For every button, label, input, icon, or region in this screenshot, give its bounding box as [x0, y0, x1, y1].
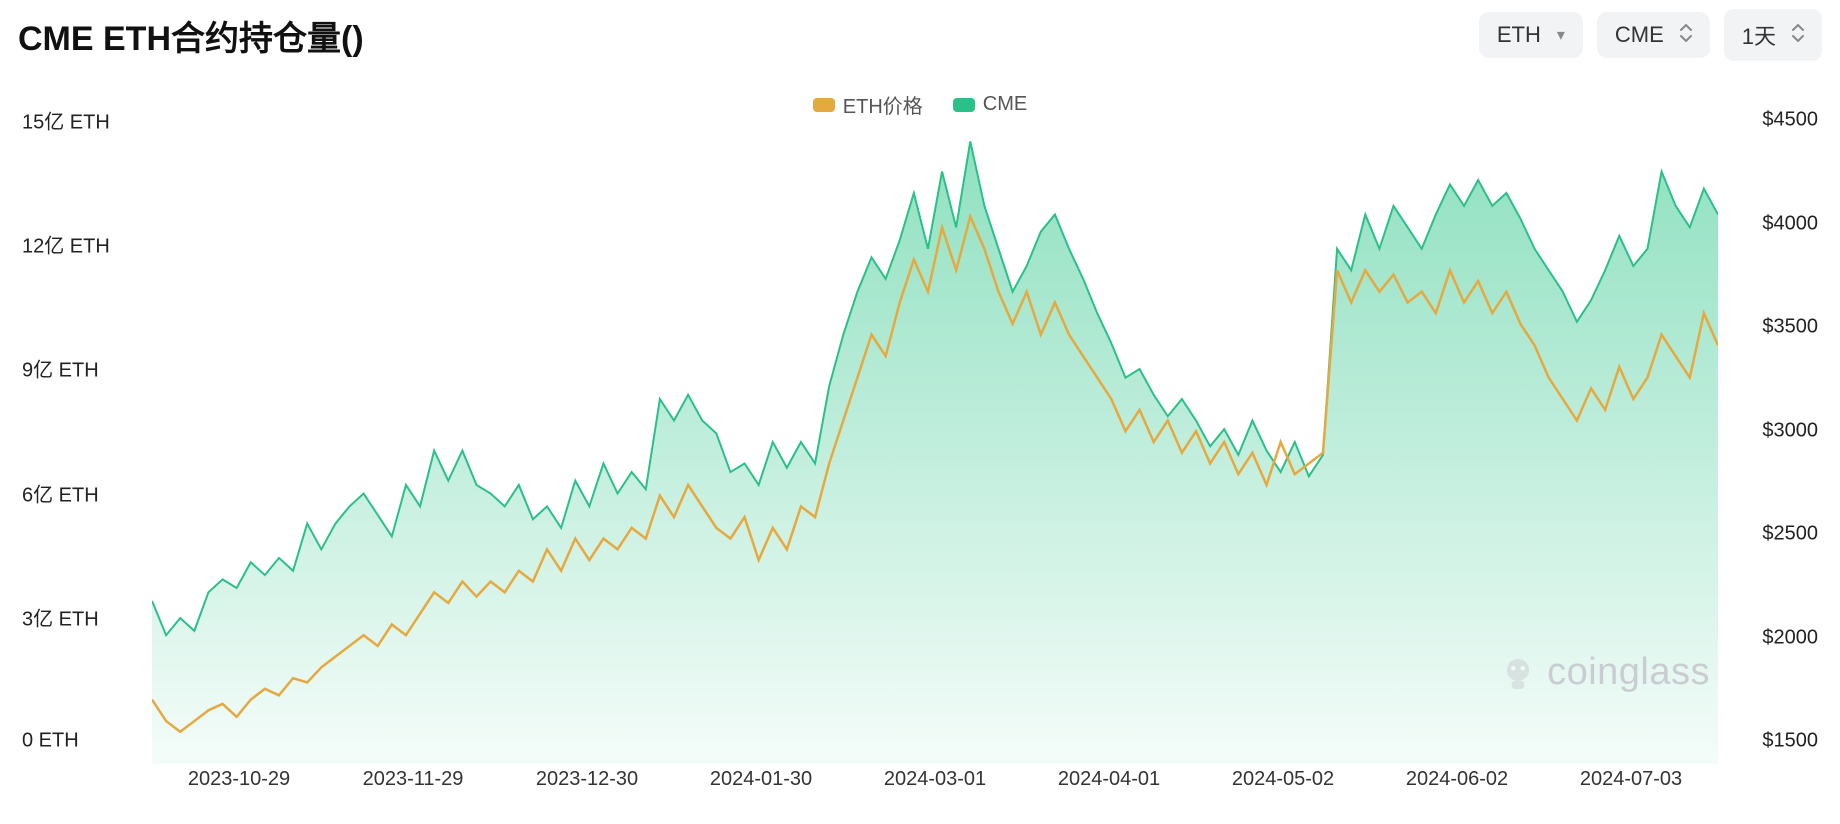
- y-right-tick: $2000: [1728, 626, 1818, 649]
- y-left-tick: 9亿 ETH: [22, 354, 137, 383]
- x-tick: 2024-05-02: [1196, 768, 1370, 804]
- cme-area: [152, 141, 1718, 764]
- controls: ETH ▾ CME 1天: [1479, 9, 1822, 61]
- y-axis-right: $4500$4000$3500$3000$2500$2000$1500: [1728, 120, 1818, 764]
- x-tick: 2023-11-29: [326, 768, 500, 804]
- chevron-down-icon: ▾: [1557, 25, 1565, 45]
- legend-swatch-oi: [953, 98, 975, 112]
- exchange-dropdown-value: CME: [1615, 22, 1664, 48]
- x-tick: 2024-03-01: [848, 768, 1022, 804]
- asset-dropdown-value: ETH: [1497, 22, 1541, 48]
- page-title: CME ETH合约持仓量(): [18, 11, 364, 60]
- watermark: coinglass: [1499, 651, 1710, 694]
- watermark-text: coinglass: [1547, 651, 1710, 694]
- chart: 15亿 ETH12亿 ETH9亿 ETH6亿 ETH3亿 ETH0 ETH $4…: [22, 120, 1818, 804]
- y-left-tick: 3亿 ETH: [22, 602, 137, 631]
- exchange-dropdown[interactable]: CME: [1597, 12, 1710, 58]
- y-right-tick: $3000: [1728, 419, 1818, 442]
- plot-area: [152, 120, 1718, 764]
- timeframe-dropdown-value: 1天: [1742, 19, 1776, 51]
- updown-icon: [1792, 24, 1804, 47]
- chart-svg: [152, 120, 1718, 764]
- updown-icon: [1680, 24, 1692, 47]
- legend-label-price: ETH价格: [843, 90, 923, 119]
- x-tick: 2024-07-03: [1544, 768, 1718, 804]
- x-tick: 2023-12-30: [500, 768, 674, 804]
- y-axis-left: 15亿 ETH12亿 ETH9亿 ETH6亿 ETH3亿 ETH0 ETH: [22, 120, 137, 764]
- y-right-tick: $4500: [1728, 109, 1818, 132]
- y-left-tick: 0 ETH: [22, 729, 137, 752]
- y-left-tick: 12亿 ETH: [22, 230, 137, 259]
- y-right-tick: $3500: [1728, 316, 1818, 339]
- y-left-tick: 6亿 ETH: [22, 478, 137, 507]
- asset-dropdown[interactable]: ETH ▾: [1479, 12, 1583, 58]
- x-tick: 2024-01-30: [674, 768, 848, 804]
- y-left-tick: 15亿 ETH: [22, 106, 137, 135]
- legend-item-price[interactable]: ETH价格: [813, 90, 923, 119]
- x-tick: 2023-10-29: [152, 768, 326, 804]
- y-right-tick: $4000: [1728, 212, 1818, 235]
- x-tick: 2024-06-02: [1370, 768, 1544, 804]
- legend-label-oi: CME: [983, 93, 1027, 116]
- y-right-tick: $2500: [1728, 523, 1818, 546]
- legend-swatch-price: [813, 98, 835, 112]
- legend-item-oi[interactable]: CME: [953, 90, 1027, 119]
- x-tick: 2024-04-01: [1022, 768, 1196, 804]
- legend: ETH价格 CME: [0, 60, 1840, 129]
- y-right-tick: $1500: [1728, 730, 1818, 753]
- watermark-icon: [1499, 654, 1537, 692]
- x-axis: 2023-10-292023-11-292023-12-302024-01-30…: [152, 768, 1718, 804]
- timeframe-dropdown[interactable]: 1天: [1724, 9, 1822, 61]
